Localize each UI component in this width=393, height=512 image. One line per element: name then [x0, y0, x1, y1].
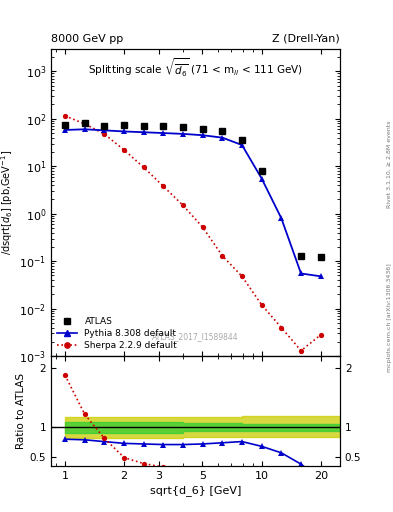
Y-axis label: d$\sigma$
/dsqrt[$\overline{d_6}$] [pb,GeV$^{-1}$]: d$\sigma$ /dsqrt[$\overline{d_6}$] [pb,G… [0, 150, 15, 255]
Text: mcplots.cern.ch [arXiv:1306.3436]: mcplots.cern.ch [arXiv:1306.3436] [387, 263, 391, 372]
X-axis label: sqrt{d_6} [GeV]: sqrt{d_6} [GeV] [150, 485, 241, 496]
Text: ATLAS_2017_I1589844: ATLAS_2017_I1589844 [152, 332, 239, 341]
Text: Splitting scale $\sqrt{\overline{d_6}}$ (71 < m$_{ll}$ < 111 GeV): Splitting scale $\sqrt{\overline{d_6}}$ … [88, 56, 303, 79]
Y-axis label: Ratio to ATLAS: Ratio to ATLAS [16, 373, 26, 449]
Legend: ATLAS, Pythia 8.308 default, Sherpa 2.2.9 default: ATLAS, Pythia 8.308 default, Sherpa 2.2.… [55, 315, 179, 352]
Text: Z (Drell-Yan): Z (Drell-Yan) [272, 33, 340, 44]
Text: 8000 GeV pp: 8000 GeV pp [51, 33, 123, 44]
Text: Rivet 3.1.10, ≥ 2.8M events: Rivet 3.1.10, ≥ 2.8M events [387, 120, 391, 207]
